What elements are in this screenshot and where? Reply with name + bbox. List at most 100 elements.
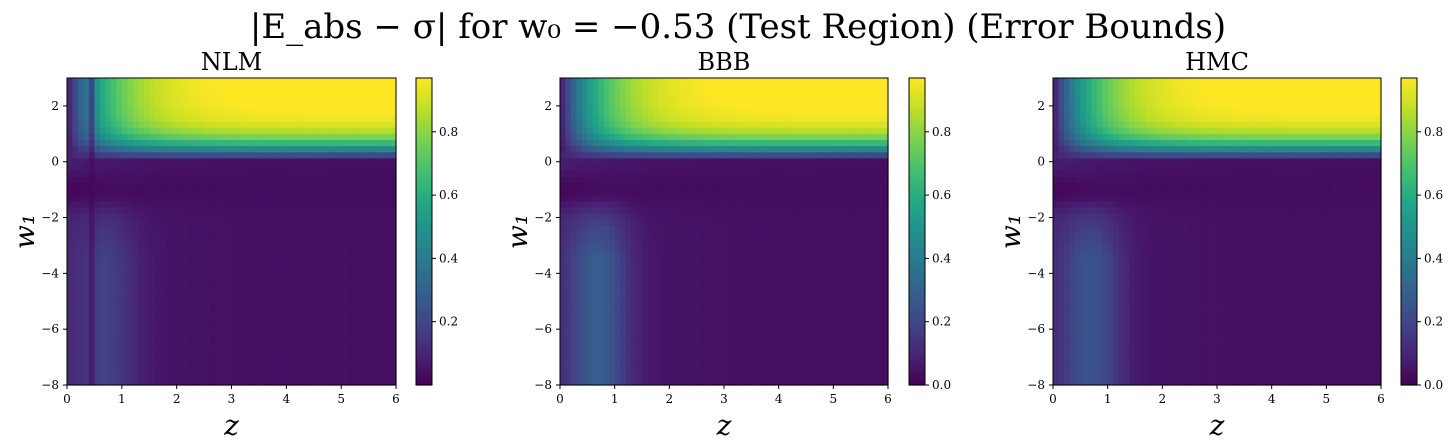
- heatmap-cell: [269, 329, 276, 337]
- heatmap-cell: [691, 194, 698, 202]
- heatmap-cell: [368, 366, 375, 374]
- heatmap-cell: [368, 323, 375, 331]
- heatmap-cell: [242, 249, 249, 257]
- heatmap-cell: [132, 342, 139, 349]
- heatmap-cell: [368, 237, 375, 245]
- heatmap-cell: [346, 157, 353, 165]
- heatmap-cell: [127, 286, 134, 294]
- heatmap-cell: [658, 213, 665, 220]
- heatmap-cell: [264, 170, 271, 177]
- heatmap-cell: [368, 127, 375, 134]
- heatmap-cell: [357, 280, 364, 288]
- heatmap-cell: [160, 133, 167, 140]
- heatmap-cell: [609, 372, 616, 380]
- heatmap-cell: [609, 139, 616, 147]
- heatmap-cell: [138, 323, 145, 331]
- heatmap-cell: [160, 342, 167, 349]
- heatmap-cell: [72, 139, 79, 147]
- heatmap-cell: [642, 299, 649, 306]
- heatmap-cell: [669, 335, 676, 343]
- heatmap-cell: [696, 280, 703, 288]
- heatmap-cell: [247, 237, 255, 245]
- heatmap-cell: [143, 360, 150, 368]
- heatmap-cell: [215, 114, 222, 122]
- heatmap-cell: [734, 90, 741, 98]
- heatmap-cell: [576, 372, 583, 380]
- heatmap-cell: [685, 243, 692, 251]
- heatmap-cell: [335, 96, 342, 104]
- heatmap-cell: [302, 90, 309, 98]
- heatmap-cell: [341, 323, 348, 331]
- heatmap-cell: [231, 170, 238, 177]
- heatmap-cell: [374, 342, 381, 349]
- heatmap-cell: [729, 360, 736, 368]
- heatmap-cell: [187, 262, 194, 269]
- heatmap-cell: [247, 90, 255, 98]
- heatmap-cell: [308, 274, 315, 282]
- heatmap-cell: [598, 127, 605, 134]
- heatmap-cell: [609, 274, 616, 282]
- heatmap-cell: [724, 354, 731, 362]
- heatmap-cell: [67, 268, 74, 276]
- heatmap-cell: [734, 157, 741, 165]
- heatmap-cell: [636, 194, 643, 202]
- heatmap-cell: [702, 323, 709, 331]
- heatmap-cell: [631, 231, 638, 239]
- heatmap-cell: [242, 219, 249, 226]
- heatmap-cell: [363, 90, 370, 98]
- heatmap-cell: [127, 90, 134, 98]
- heatmap-cell: [631, 108, 638, 116]
- heatmap-cell: [204, 268, 211, 276]
- heatmap-cell: [576, 108, 583, 116]
- heatmap-cell: [67, 139, 74, 147]
- heatmap-cell: [390, 231, 397, 239]
- heatmap-cell: [160, 256, 167, 263]
- heatmap-cell: [691, 219, 698, 226]
- heatmap-cell: [308, 219, 315, 226]
- heatmap-cell: [116, 323, 123, 331]
- heatmap-cell: [636, 127, 643, 134]
- heatmap-cell: [756, 372, 763, 380]
- heatmap-cell: [275, 237, 282, 245]
- heatmap-cell: [636, 274, 643, 282]
- heatmap-cell: [713, 188, 720, 196]
- heatmap-cell: [67, 348, 74, 355]
- heatmap-cell: [685, 108, 692, 116]
- heatmap-cell: [253, 286, 260, 294]
- heatmap-cell: [127, 360, 134, 368]
- heatmap-cell: [658, 378, 665, 386]
- heatmap-cell: [99, 145, 106, 153]
- heatmap-cell: [379, 157, 386, 165]
- heatmap-cell: [603, 256, 610, 263]
- heatmap-cell: [636, 182, 643, 190]
- heatmap-cell: [663, 323, 670, 331]
- heatmap-cell: [734, 378, 741, 386]
- colorbar-segment: [416, 212, 432, 217]
- heatmap-cell: [94, 194, 101, 202]
- heatmap-cell: [685, 176, 692, 183]
- heatmap-cell: [379, 206, 386, 214]
- heatmap-cell: [204, 133, 211, 140]
- heatmap-cell: [99, 84, 106, 91]
- heatmap-cell: [346, 90, 353, 98]
- heatmap-cell: [680, 145, 687, 153]
- heatmap-cell: [691, 231, 698, 239]
- heatmap-cell: [165, 372, 172, 380]
- heatmap-cell: [357, 170, 364, 177]
- heatmap-cell: [319, 96, 326, 104]
- heatmap-cell: [357, 188, 364, 196]
- heatmap-cell: [724, 311, 731, 319]
- heatmap-cell: [642, 286, 649, 294]
- heatmap-cell: [341, 157, 348, 165]
- heatmap-cell: [269, 378, 276, 386]
- heatmap-cell: [209, 170, 216, 177]
- heatmap-cell: [756, 151, 763, 159]
- heatmap-cell: [581, 249, 588, 257]
- heatmap-cell: [620, 305, 627, 312]
- heatmap-cell: [72, 194, 79, 202]
- heatmap-cell: [143, 262, 150, 269]
- heatmap-cell: [286, 237, 293, 245]
- heatmap-cell: [110, 120, 117, 128]
- heatmap-cell: [297, 145, 304, 153]
- heatmap-cell: [209, 78, 216, 85]
